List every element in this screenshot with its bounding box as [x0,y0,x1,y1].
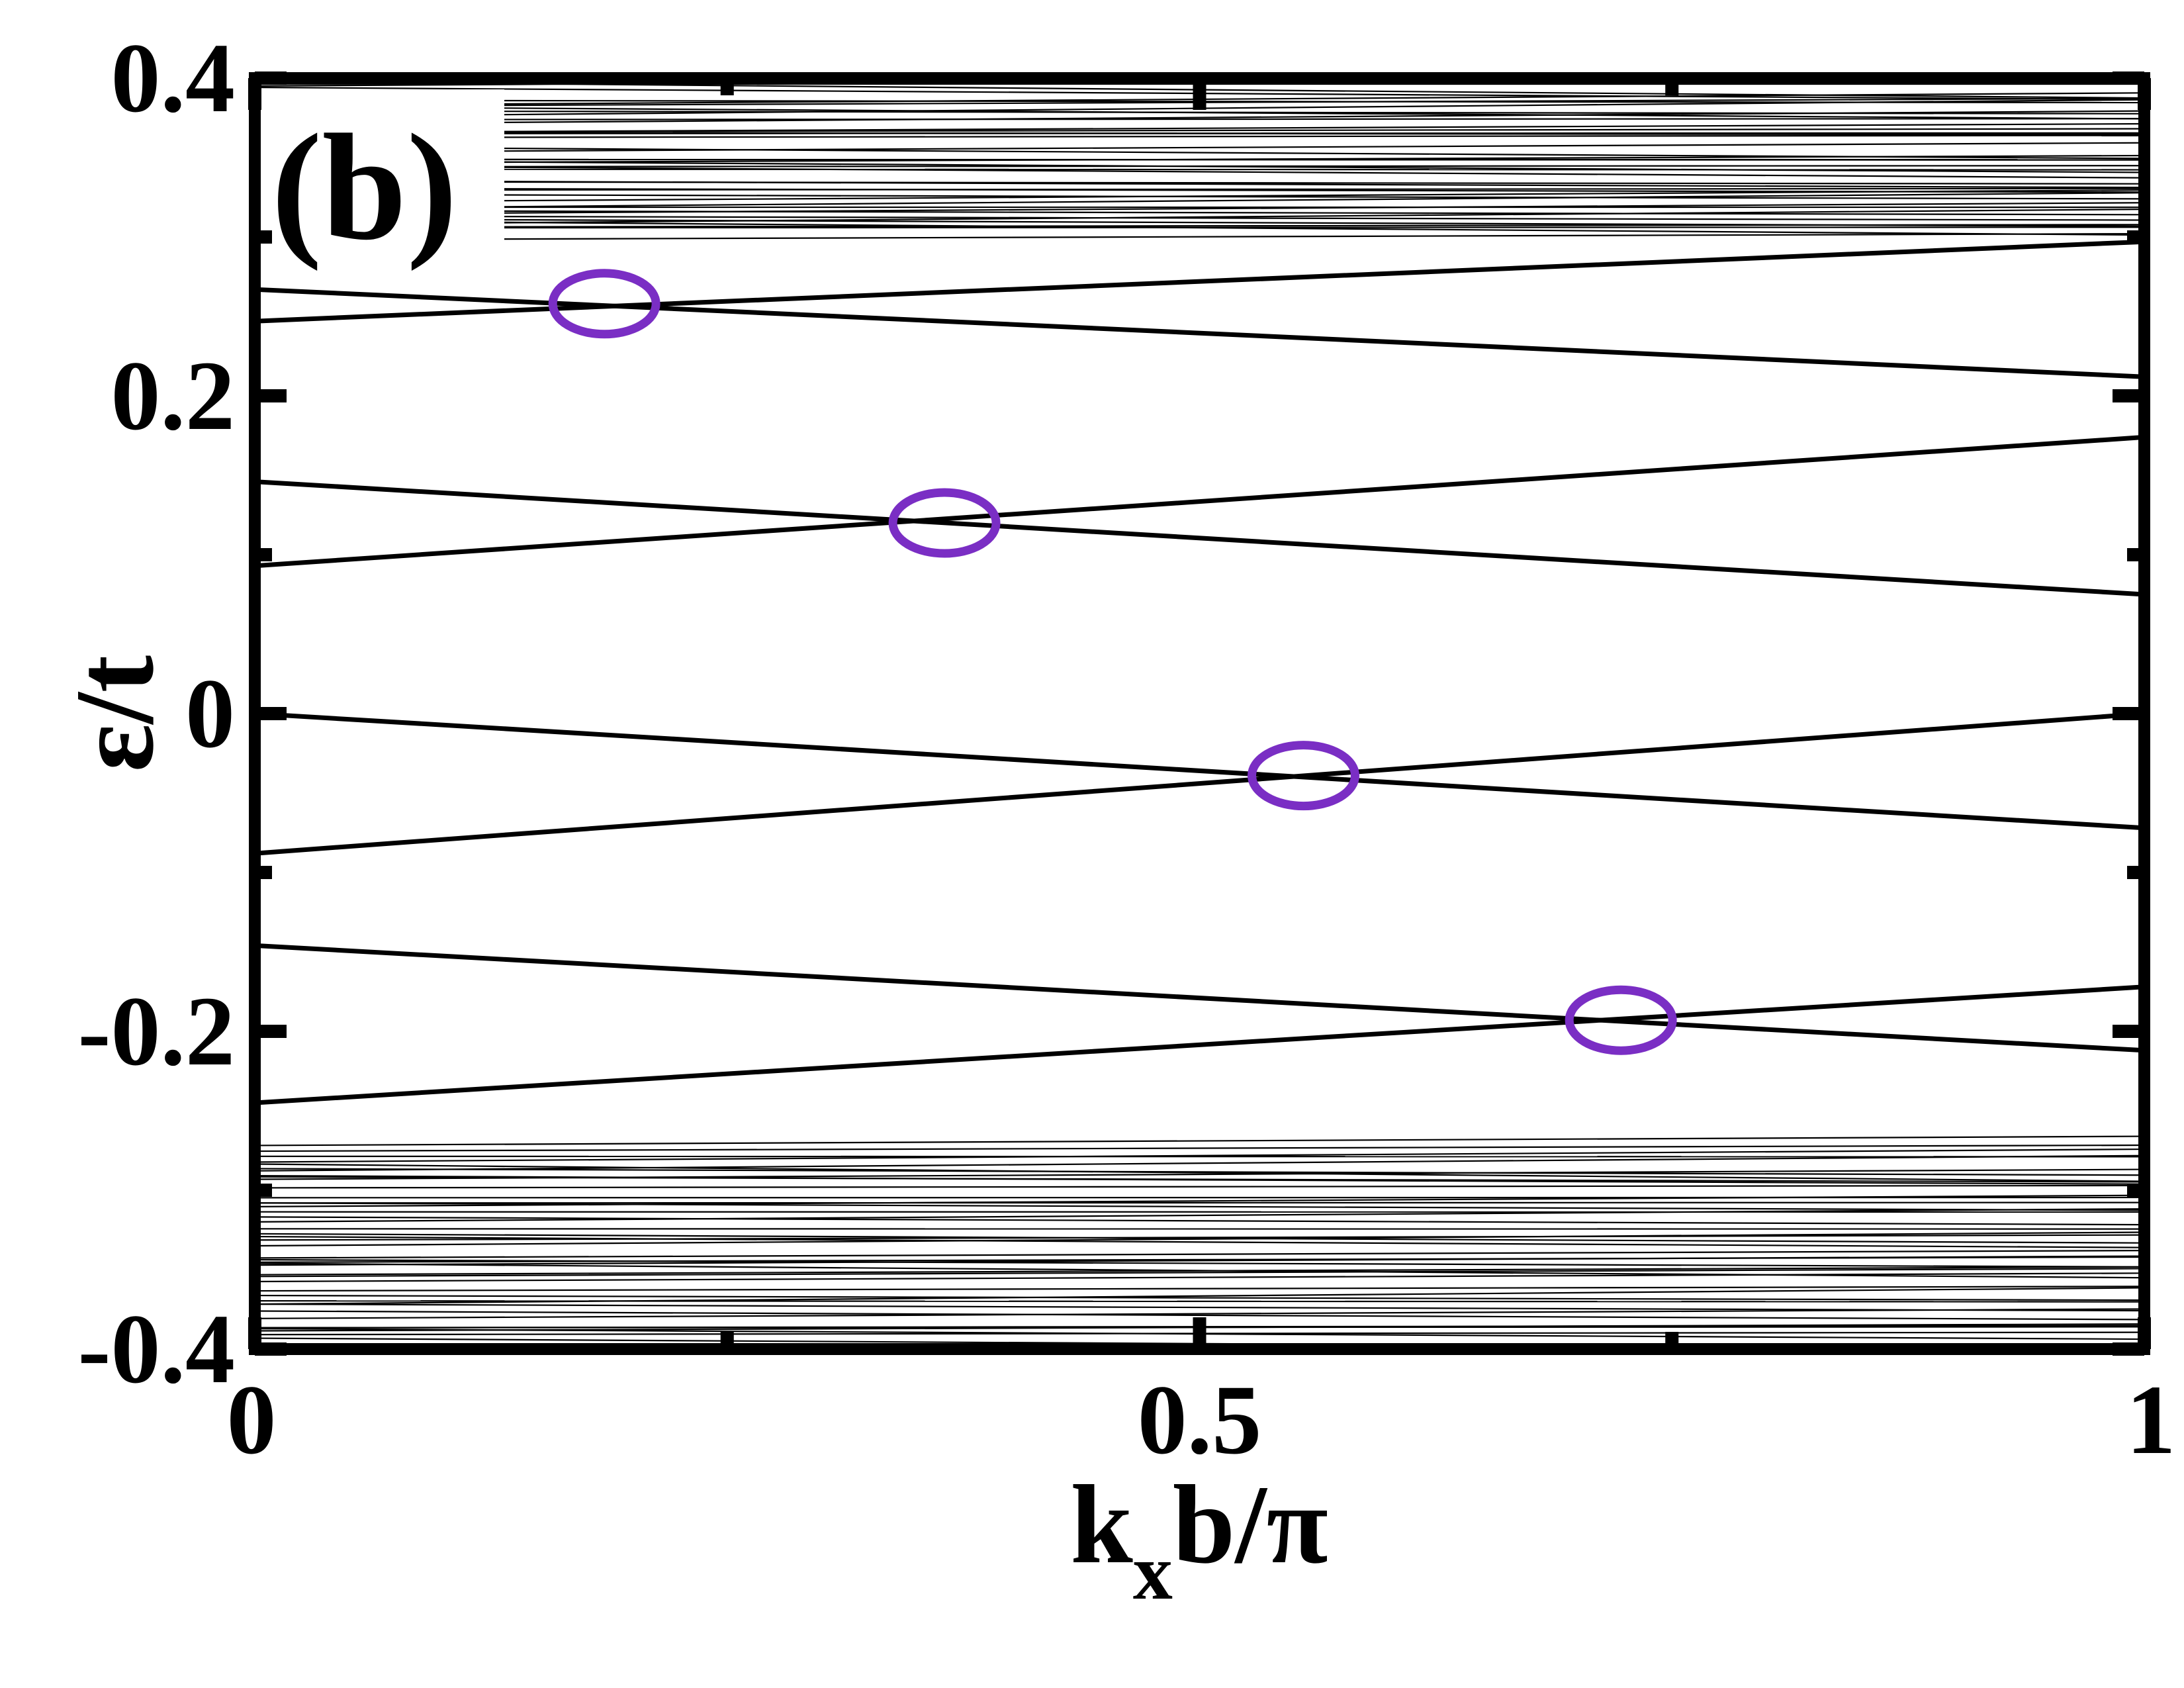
lower-bulk-band-line [255,1310,2144,1321]
y-tick-label: -0.4 [78,1294,235,1404]
upper-bulk-band-line [255,187,2144,193]
upper-bulk-band-line [255,132,2144,134]
x-axis-title-subscript: x [1133,1528,1173,1616]
crossing-marker-3 [1248,741,1360,811]
upper-bulk-band-line [255,218,2144,227]
lower-bulk-band-line [255,1216,2144,1226]
edge-state-line-8 [255,984,2144,1105]
upper-bulk-band-line [255,232,2144,241]
lower-bulk-band-line [255,1294,2144,1301]
crossing-markers [548,269,1677,1055]
crossing-marker-1 [548,269,660,339]
upper-bulk-band-line [255,118,2144,120]
lower-bulk-band-line [255,1168,2144,1180]
y-tick-labels: -0.4 -0.2 0 0.2 0.4 [78,23,235,1404]
upper-bulk-band-line [255,146,2144,160]
lower-bulk-band-line [255,1144,2144,1152]
lower-bulk-band-line [255,1262,2144,1279]
edge-state-line-7 [255,943,2144,1053]
crossing-marker-4 [1565,985,1677,1055]
edge-state-line-1 [255,287,2144,379]
upper-bulk-band-line [255,134,2144,138]
y-tick-label: -0.2 [78,976,235,1086]
lower-bulk-band-line [255,1174,2144,1185]
lower-bulk-band-line [255,1208,2144,1223]
lower-bulk-band-line [255,1163,2144,1182]
lower-bulk-band-line [255,1303,2144,1312]
upper-bulk-band-line [255,209,2144,216]
x-tick-labels: 0 0.5 1 [227,1365,2176,1475]
upper-bulk-band-line [255,110,2144,115]
lower-bulk-band-line [255,1286,2144,1292]
lower-bulk-band-line [255,1135,2144,1147]
upper-bulk-band-line [255,187,2144,191]
edge-state-line-3 [255,479,2144,597]
x-axis-title: kxb/π [1070,1462,1328,1616]
x-axis-title-main: k [1070,1462,1133,1587]
axis-ticks [248,71,2151,1356]
x-tick-label: 0.5 [1138,1365,1262,1475]
upper-bulk-band-line [255,202,2144,216]
lower-bulk-band-line [255,1168,2144,1176]
upper-bulk-band-line [255,209,2144,226]
x-axis-title-rest: b/π [1173,1462,1328,1587]
upper-bulk-band-line [255,165,2144,179]
bulk-bands [255,78,2144,1349]
upper-bulk-band-line [255,128,2144,133]
panel-label-background [259,89,504,265]
lower-bulk-band-line [255,1250,2144,1259]
crossing-marker-2 [888,488,1001,558]
lower-bulk-band-line [255,1234,2144,1241]
lower-bulk-band-line [255,1256,2144,1263]
edge-state-line-6 [255,711,2144,856]
panel-label: (b) [271,103,457,271]
lower-bulk-band-line [255,1231,2144,1247]
lower-bulk-band-line [255,1202,2144,1211]
lower-bulk-band-line [255,1155,2144,1158]
x-tick-label: 1 [2126,1365,2176,1475]
lower-bulk-band-line [255,1235,2144,1248]
lower-bulk-band-line [255,1287,2144,1305]
edge-state-line-2 [255,239,2144,324]
upper-bulk-band-line [255,142,2144,154]
upper-bulk-band-line [255,179,2144,189]
y-tick-label: 0.4 [111,23,236,133]
lower-bulk-band-line [255,1272,2144,1283]
upper-bulk-band-line [255,168,2144,171]
lower-bulk-band-line [255,1308,2144,1319]
upper-bulk-band-line [255,192,2144,210]
x-tick-label: 0 [227,1365,277,1475]
lower-bulk-band-line [255,1148,2144,1163]
y-tick-label: 0 [185,659,235,769]
upper-bulk-band-line [255,215,2144,221]
upper-bulk-band-line [255,193,2144,200]
edge-state-line-5 [255,711,2144,831]
lower-bulk-band-line [255,1268,2144,1278]
y-axis-title: ε/t [52,655,177,772]
lower-bulk-band-line [255,1184,2144,1189]
y-tick-label: 0.2 [111,341,236,451]
edge-state-lines [255,239,2144,1105]
lower-bulk-band-line [255,1154,2144,1172]
edge-state-line-4 [255,434,2144,569]
upper-bulk-band-line [255,165,2144,167]
